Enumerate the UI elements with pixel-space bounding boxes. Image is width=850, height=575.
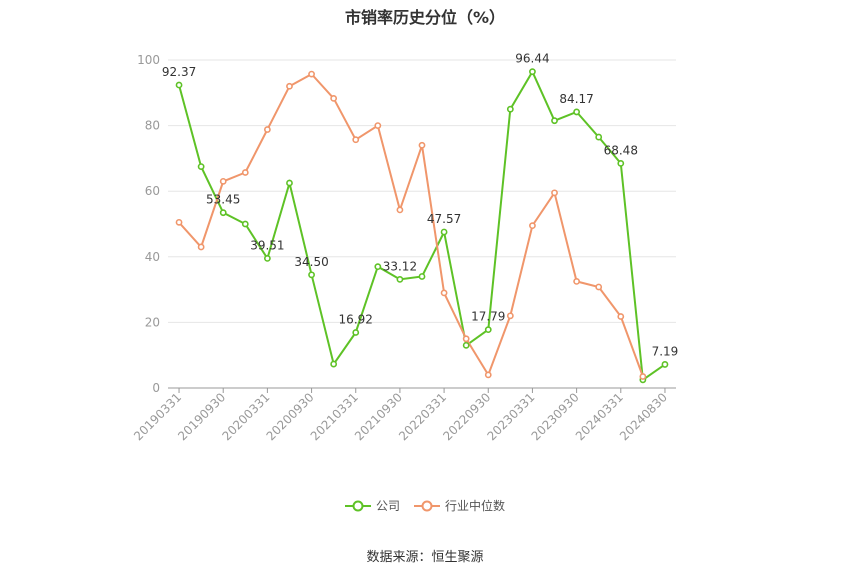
- data-point-company: [374, 263, 382, 271]
- data-label: 47.57: [427, 212, 461, 226]
- series-line-company: [178, 69, 666, 382]
- data-point-industry-median: [263, 126, 271, 133]
- data-point-industry-median: [330, 94, 338, 102]
- data-point-company: [661, 361, 669, 368]
- y-tick-label: 40: [145, 250, 160, 264]
- legend-label: 行业中位数: [445, 499, 506, 513]
- data-point-industry-median: [440, 289, 448, 297]
- data-point-industry-median: [396, 206, 404, 214]
- legend-item-company[interactable]: 公司: [344, 497, 400, 514]
- data-point-industry-median: [617, 313, 625, 320]
- data-point-industry-median: [551, 189, 558, 197]
- data-point-company: [330, 360, 338, 368]
- y-tick-label: 80: [145, 119, 160, 133]
- data-point-company: [551, 117, 558, 125]
- data-point-industry-median: [197, 243, 205, 251]
- series-line-industry-median: [178, 72, 644, 378]
- line-chart: 0204060801002019033120190930202003312020…: [131, 52, 679, 444]
- y-tick-label: 0: [152, 381, 160, 395]
- data-point-company: [440, 228, 448, 236]
- data-point-company: [263, 255, 271, 262]
- data-point-industry-median: [374, 122, 382, 129]
- data-point-industry-median: [241, 169, 249, 176]
- data-point-company: [286, 179, 293, 187]
- data-label: 17.79: [471, 310, 505, 324]
- data-point-industry-median: [506, 312, 514, 320]
- data-label: 39.51: [250, 238, 284, 252]
- x-tick-label: 20240830: [617, 390, 670, 443]
- data-label: 84.17: [559, 92, 593, 106]
- data-point-company: [396, 275, 404, 283]
- data-point-company: [529, 68, 536, 76]
- legend-swatch: [414, 500, 440, 511]
- data-point-industry-median: [639, 373, 647, 380]
- data-point-company: [595, 133, 603, 141]
- data-point-company: [617, 159, 625, 167]
- data-point-company: [418, 273, 426, 280]
- data-point-industry-median: [219, 177, 227, 185]
- data-point-industry-median: [462, 335, 470, 343]
- data-label: 16.92: [339, 313, 373, 327]
- data-point-company: [573, 108, 581, 116]
- data-point-company: [308, 271, 315, 279]
- y-tick-label: 100: [137, 53, 160, 67]
- data-label: 68.48: [604, 143, 638, 157]
- data-point-company: [241, 220, 249, 228]
- data-point-industry-median: [352, 136, 360, 144]
- legend-swatch: [344, 500, 371, 511]
- data-point-company: [484, 326, 492, 334]
- data-label: 34.50: [294, 255, 328, 269]
- data-point-industry-median: [573, 277, 581, 285]
- legend: 公司 行业中位数: [0, 497, 850, 514]
- data-label: 7.19: [652, 344, 679, 358]
- data-label: 33.12: [383, 259, 417, 273]
- chart-title: 市销率历史分位（%）: [344, 8, 506, 27]
- data-point-company: [462, 341, 470, 349]
- data-point-company: [175, 81, 183, 89]
- y-tick-label: 20: [145, 315, 160, 329]
- source-note: 数据来源：恒生聚源: [366, 550, 484, 565]
- data-point-industry-median: [175, 218, 183, 226]
- data-point-industry-median: [308, 70, 315, 78]
- data-point-industry-median: [484, 371, 492, 379]
- legend-label: 公司: [375, 499, 400, 513]
- data-point-company: [219, 209, 227, 217]
- y-tick-label: 60: [145, 184, 160, 198]
- data-label: 53.45: [206, 193, 240, 207]
- data-point-company: [197, 163, 205, 170]
- data-point-company: [506, 105, 514, 113]
- data-point-industry-median: [529, 222, 536, 230]
- data-point-company: [352, 329, 360, 336]
- data-point-industry-median: [418, 141, 426, 149]
- data-point-industry-median: [286, 82, 293, 90]
- legend-item-industry-median[interactable]: 行业中位数: [414, 497, 505, 514]
- data-label: 96.44: [515, 52, 549, 66]
- data-label: 92.37: [162, 65, 196, 79]
- data-point-industry-median: [595, 283, 603, 291]
